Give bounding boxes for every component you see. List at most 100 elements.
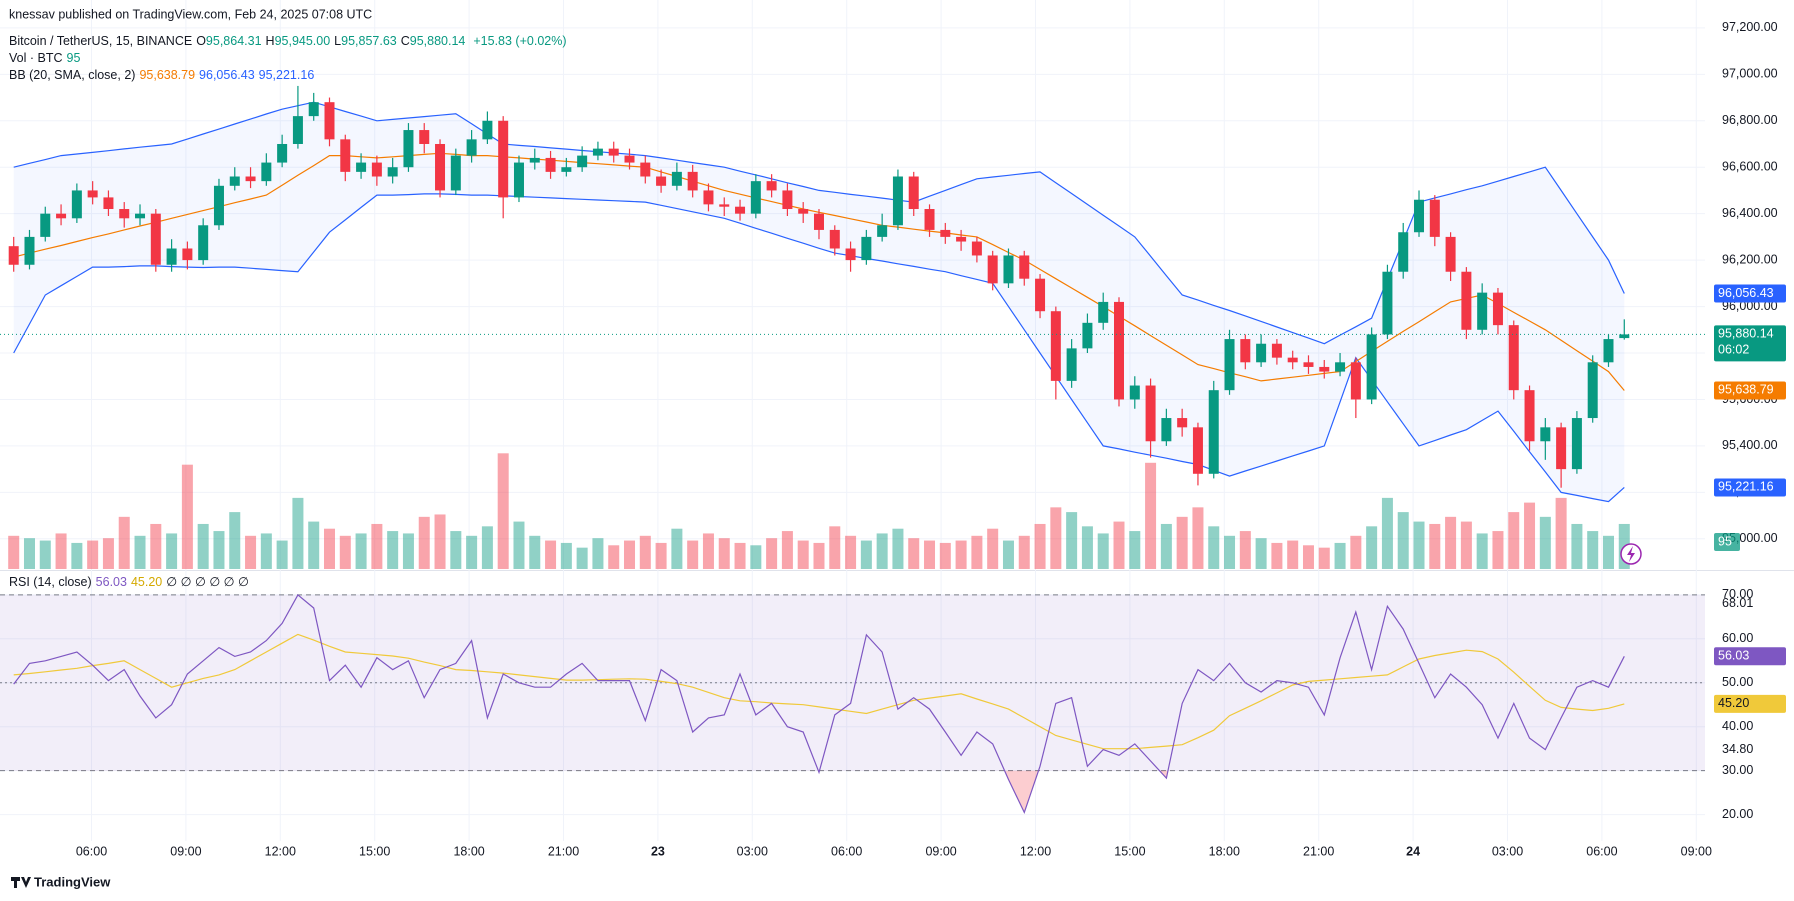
bb-basis: 95,638.79	[139, 68, 196, 82]
x-tick-label: 06:00	[831, 844, 862, 858]
candle-body	[466, 139, 477, 156]
candle-body	[1398, 232, 1409, 272]
candle-body	[198, 225, 209, 261]
candle-body	[1477, 292, 1488, 330]
volume-bar	[1066, 512, 1078, 569]
candle-body	[1571, 418, 1582, 470]
candle-body	[1429, 199, 1440, 237]
candle-body	[1082, 322, 1093, 349]
x-tick-label: 03:00	[737, 844, 768, 858]
bb-upper-badge-label: 96,056.43	[1718, 286, 1774, 300]
candle-body	[419, 130, 430, 144]
candle-body	[245, 176, 256, 182]
volume-bar	[1429, 523, 1441, 569]
candle-body	[782, 190, 793, 210]
candle-body	[1335, 362, 1346, 372]
volume-bar	[134, 535, 146, 569]
candle-body	[671, 171, 682, 186]
candle-body	[1003, 255, 1014, 284]
candle-body	[892, 176, 903, 226]
volume-bar	[1160, 523, 1172, 569]
volume-bar	[734, 542, 746, 569]
bb-lower-badge	[1714, 478, 1786, 497]
volume-bar	[908, 538, 920, 569]
volume-bar	[939, 542, 951, 569]
volume-bar	[1381, 497, 1393, 569]
rsi-ma-badge	[1714, 694, 1786, 713]
legend-rsi: RSI (14, close) 56.03 45.20 ∅ ∅ ∅ ∅ ∅ ∅	[9, 574, 253, 591]
candle-body	[1256, 343, 1267, 363]
bb-upper: 96,056.43	[199, 68, 255, 82]
x-tick-label: 09:00	[170, 844, 201, 858]
bb-upper	[13, 101, 1625, 345]
volume-bar	[987, 528, 999, 569]
axis: 97,200.00 97,000.00 96,800.00 96,600.00 96,4…	[76, 20, 1786, 858]
volume-bar	[87, 540, 99, 569]
candle-body	[656, 176, 667, 186]
rsi-value: 56.03	[95, 575, 127, 589]
volume-bar	[797, 540, 809, 569]
bb-name: BB (20, SMA, close, 2)	[9, 68, 136, 82]
rsi-ma-value: 45.20	[130, 575, 163, 589]
volume-bar	[102, 538, 114, 569]
volume-bar	[892, 528, 904, 569]
volume-bar	[1397, 512, 1409, 569]
volume-bar	[276, 540, 288, 569]
candle-body	[1050, 311, 1061, 381]
alert-bolt	[1627, 546, 1635, 562]
volume-bar	[1145, 462, 1157, 569]
volume-bar	[1192, 507, 1204, 569]
volume-bar	[466, 535, 478, 569]
candle-body	[987, 255, 998, 284]
rsi-tick-label: 40.00	[1722, 719, 1753, 733]
volume-bar	[229, 512, 241, 569]
volume-bar	[1002, 540, 1014, 569]
candle-body	[1145, 385, 1156, 442]
candle-body	[766, 181, 777, 191]
volume-bar	[1539, 516, 1551, 569]
brand: TradingView	[34, 874, 111, 889]
ohlc-key: H	[265, 34, 275, 48]
volume-bar	[608, 545, 620, 569]
volume-bar	[1366, 526, 1378, 569]
volume-bar	[1129, 531, 1141, 569]
candle-body	[545, 157, 556, 172]
volume-bar	[39, 540, 51, 569]
volume-bar	[1318, 547, 1330, 569]
volume-value: 95	[66, 51, 81, 65]
volume-bar	[1445, 516, 1457, 569]
candle-body	[703, 190, 714, 205]
candle-body	[956, 236, 967, 242]
x-tick-label: 12:00	[265, 844, 296, 858]
volume-bar	[860, 540, 872, 569]
volume-bar	[750, 545, 762, 569]
candle-body	[1224, 339, 1235, 391]
candle-body	[340, 139, 351, 172]
volume-bar	[418, 516, 430, 569]
volume-bar	[1208, 526, 1220, 569]
candle-body	[119, 209, 130, 219]
volume-bar	[592, 538, 604, 569]
volume-bar	[308, 521, 320, 569]
candle-body	[924, 209, 935, 230]
y-tick-label: 96,200.00	[1722, 252, 1778, 266]
volume-bar	[497, 453, 509, 569]
candle-body	[1208, 390, 1219, 474]
volume-bar	[924, 540, 936, 569]
y-tick-label: 95,400.00	[1722, 438, 1778, 452]
candle-body	[577, 155, 588, 168]
candle-body	[750, 181, 761, 214]
candle-body	[1192, 427, 1203, 474]
x-tick-label: 06:00	[1586, 844, 1617, 858]
volume-bar	[23, 538, 35, 569]
volume-badge	[1714, 532, 1740, 551]
volume-bar	[639, 535, 651, 569]
y-tick-label: 96,400.00	[1722, 206, 1778, 220]
volume-bar	[718, 538, 730, 569]
countdown: 06:02	[1718, 343, 1749, 357]
candle-body	[1461, 271, 1472, 330]
rsi-badge-label: 56.03	[1718, 649, 1749, 663]
volume-bar	[1460, 521, 1472, 569]
candle-body	[482, 120, 493, 140]
